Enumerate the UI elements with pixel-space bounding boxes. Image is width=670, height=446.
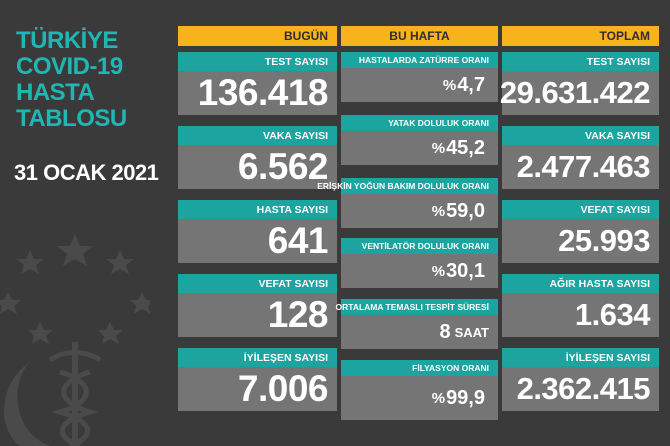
rate-label: ERİŞKİN YOĞUN BAKIM DOLULUK ORANI [317,178,498,194]
stat-value: 7.006 [178,367,337,411]
rate-value: % 45,2 [341,131,498,165]
stat-card: TEST SAYISI 29.631.422 [500,52,659,115]
rate-number: 99,9 [446,386,485,409]
stat-card: VAKA SAYISI 2.477.463 [502,126,659,189]
stat-value: 2.477.463 [502,145,659,189]
rate-value: % 4,7 [341,68,498,102]
rate-card: VENTİLATÖR DOLULUK ORANI % 30,1 [341,238,498,288]
title-line: COVID-19 [16,53,123,80]
stat-card: AĞIR HASTA SAYISI 1.634 [502,274,659,337]
stat-label: VAKA SAYISI [502,126,659,145]
rate-number: 4,7 [457,73,485,96]
week-column: BU HAFTA HASTALARDA ZATÜRRE ORANI % 4,7 Y… [317,26,498,440]
rate-number: 45,2 [446,136,485,159]
stat-label: VEFAT SAYISI [178,274,337,293]
stat-value: 6.562 [178,145,337,189]
rate-label: ORTALAMA TEMASLI TESPİT SÜRESİ [336,299,498,315]
rate-card: HASTALARDA ZATÜRRE ORANI % 4,7 [341,52,498,102]
rate-card: ORTALAMA TEMASLI TESPİT SÜRESİ 8 SAAT [336,299,498,349]
stat-card: VEFAT SAYISI 128 [178,274,337,337]
rate-card: FİLYASYON ORANI % 99,9 [341,360,498,420]
stat-label: TEST SAYISI [502,52,659,71]
rate-label: FİLYASYON ORANI [341,360,498,376]
ministry-emblem-icon [0,234,150,446]
report-date: 31 OCAK 2021 [14,160,159,185]
today-column: BUGÜN TEST SAYISI 136.418 VAKA SAYISI 6.… [178,26,337,440]
stat-card: VAKA SAYISI 6.562 [178,126,337,189]
stat-label: VEFAT SAYISI [502,200,659,219]
rate-prefix: % [431,262,446,280]
rate-label: VENTİLATÖR DOLULUK ORANI [341,238,498,254]
rate-card: YATAK DOLULUK ORANI % 45,2 [341,115,498,165]
rate-unit: SAAT [454,324,489,340]
rate-value: % 59,0 [341,194,498,228]
title-line: TÜRKİYE [16,27,118,54]
rate-value: % 99,9 [341,376,498,420]
title-line: TABLOSU [16,105,127,132]
rate-prefix: % [431,389,446,407]
rate-prefix: % [442,76,457,94]
stat-card: HASTA SAYISI 641 [178,200,337,263]
title-line: HASTA [16,79,95,106]
rate-number: 30,1 [446,259,485,282]
stat-label: AĞIR HASTA SAYISI [502,274,659,293]
stat-value: 29.631.422 [500,71,659,115]
page-title: TÜRKİYE COVID-19 HASTA TABLOSU [16,28,127,132]
rate-label: YATAK DOLULUK ORANI [341,115,498,131]
rate-value: % 30,1 [341,254,498,288]
rate-number: 8 [439,320,451,343]
rate-prefix: % [431,139,446,157]
stat-value: 641 [178,219,337,263]
stat-label: TEST SAYISI [178,52,337,71]
stat-value: 25.993 [502,219,659,263]
stat-value: 2.362.415 [502,367,659,411]
stat-card: VEFAT SAYISI 25.993 [502,200,659,263]
rate-card: ERİŞKİN YOĞUN BAKIM DOLULUK ORANI % 59,0 [317,178,498,228]
rate-prefix: % [431,202,446,220]
stat-card: TEST SAYISI 136.418 [178,52,337,115]
stat-value: 128 [178,293,337,337]
total-column: TOPLAM TEST SAYISI 29.631.422 VAKA SAYIS… [500,26,659,440]
rate-number: 59,0 [446,199,485,222]
total-header: TOPLAM [502,26,659,46]
today-header: BUGÜN [178,26,337,46]
rate-label: HASTALARDA ZATÜRRE ORANI [341,52,498,68]
stat-card: İYİLEŞEN SAYISI 7.006 [178,348,337,411]
week-header: BU HAFTA [341,26,498,46]
stat-value: 1.634 [502,293,659,337]
stat-label: VAKA SAYISI [178,126,337,145]
stat-label: HASTA SAYISI [178,200,337,219]
stat-label: İYİLEŞEN SAYISI [178,348,337,367]
stat-label: İYİLEŞEN SAYISI [502,348,659,367]
rate-value: 8 SAAT [341,315,498,349]
stat-value: 136.418 [178,71,337,115]
stat-card: İYİLEŞEN SAYISI 2.362.415 [502,348,659,411]
